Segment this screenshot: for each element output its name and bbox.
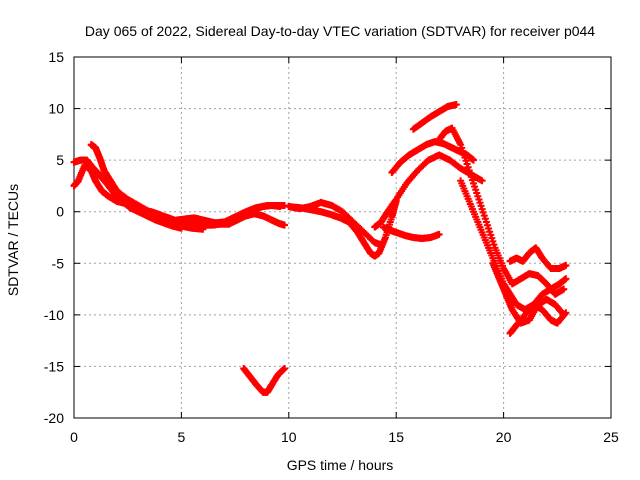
- chart-title: Day 065 of 2022, Sidereal Day-to-day VTE…: [85, 23, 595, 39]
- y-tick-label: 15: [48, 49, 64, 65]
- data-point: [562, 309, 570, 317]
- series-track-17: [489, 259, 568, 327]
- y-tick-label: 5: [56, 152, 64, 168]
- data-point: [281, 221, 289, 229]
- x-tick-label: 5: [178, 429, 186, 445]
- series-track-14: [409, 100, 460, 133]
- data-point: [478, 177, 486, 185]
- data-point: [561, 310, 569, 318]
- data-point: [435, 230, 443, 238]
- data-series: [70, 100, 570, 396]
- series-track-16: [457, 177, 570, 314]
- plot-frame: [73, 56, 612, 419]
- series-track-10: [285, 197, 400, 260]
- x-axis: 0 5 10 15 20 25: [70, 57, 619, 445]
- y-tick-label: -10: [44, 307, 64, 323]
- x-tick-label: 10: [281, 429, 297, 445]
- x-tick-label: 0: [70, 429, 78, 445]
- y-tick-label: 0: [56, 204, 64, 220]
- y-tick-label: -5: [52, 255, 65, 271]
- data-point: [470, 156, 478, 164]
- data-point: [452, 100, 460, 108]
- data-point: [560, 285, 568, 293]
- grid: [74, 57, 611, 418]
- y-tick-label: -15: [44, 358, 64, 374]
- y-axis-label: SDTVAR / TECUs: [5, 184, 21, 296]
- y-tick-label: -20: [44, 410, 64, 426]
- series-track-7: [210, 202, 289, 229]
- data-point: [562, 275, 570, 283]
- data-point: [281, 202, 289, 210]
- series-track-19: [506, 244, 570, 272]
- data-point: [177, 224, 185, 232]
- y-axis: -20 -15 -10 -5 0 5 10 15: [44, 49, 611, 426]
- x-tick-label: 15: [388, 429, 404, 445]
- x-tick-label: 25: [603, 429, 619, 445]
- series-track-8: [240, 364, 289, 396]
- y-tick-label: 10: [48, 101, 64, 117]
- data-point: [562, 261, 570, 269]
- x-tick-label: 20: [496, 429, 512, 445]
- data-point: [281, 364, 289, 372]
- series-track-18: [506, 301, 570, 337]
- series-track-12: [379, 223, 443, 243]
- x-axis-label: GPS time / hours: [287, 457, 394, 473]
